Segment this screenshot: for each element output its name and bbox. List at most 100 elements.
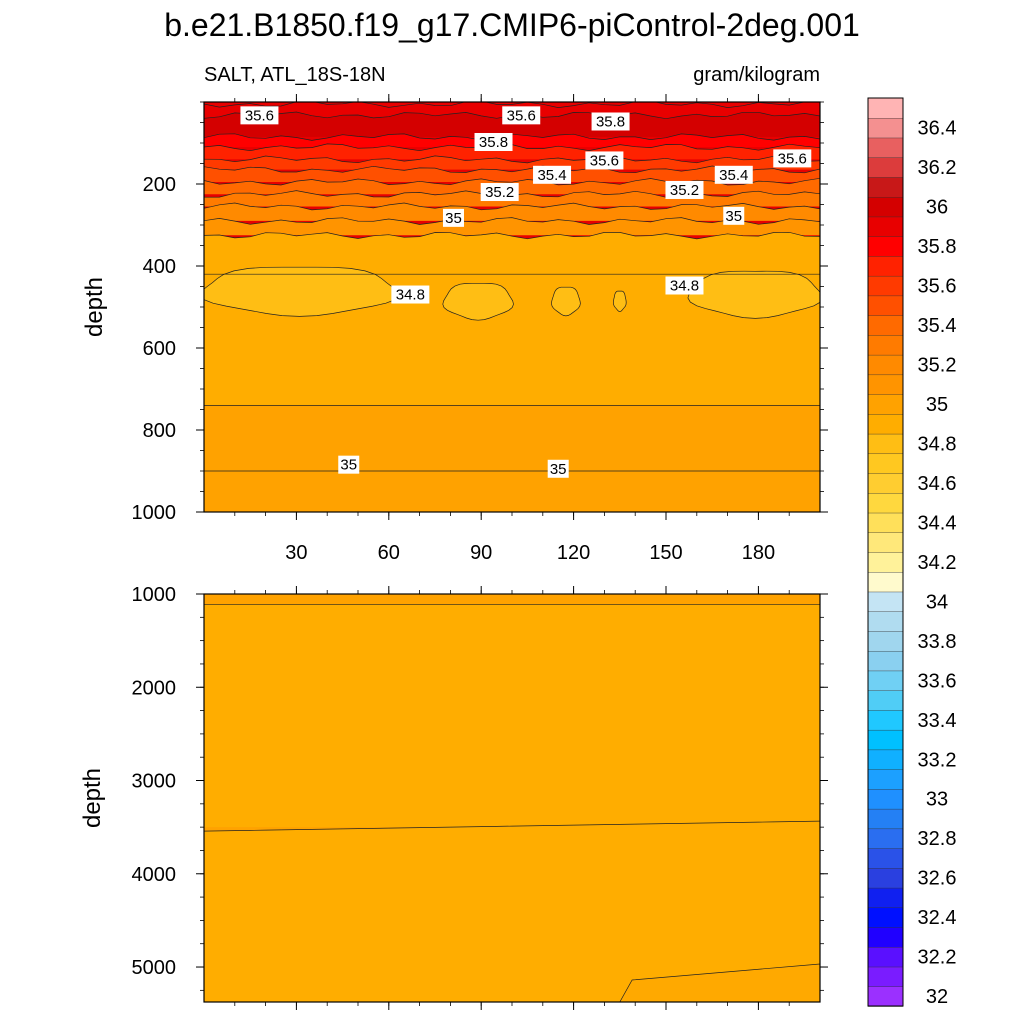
colorbar-swatch (867, 768, 904, 790)
contour-band (204, 594, 820, 605)
colorbar-swatch (867, 630, 904, 652)
contour-label-box (338, 455, 360, 474)
contour-label-box (585, 151, 624, 170)
contour-label-text: 35.4 (537, 167, 566, 184)
colorbar-swatch (867, 334, 904, 356)
x-tick-label: 150 (649, 542, 682, 564)
contour-band (204, 471, 820, 512)
contour-label-box (502, 106, 541, 125)
contour-label-box (442, 208, 464, 227)
colorbar-swatch (867, 828, 904, 849)
contour-label: 35.6 (773, 149, 812, 168)
contour-line (204, 820, 820, 832)
contour-label-text: 35.2 (670, 182, 699, 199)
colorbar: 32 32.2 32.4 32.6 32.8 33 33.2 33.4 33.6 33.8 34 34… (867, 97, 957, 1008)
contour-label-text: 35 (340, 457, 357, 474)
colorbar-label: 33.2 (918, 749, 957, 771)
contour-band (204, 232, 820, 275)
colorbar-swatch (867, 453, 904, 474)
colorbar-label: 36.2 (918, 157, 957, 179)
contour-line (204, 155, 820, 164)
contour-label: 35.4 (533, 165, 572, 184)
colorbar-label: 36 (926, 197, 948, 219)
colorbar-label: 35.4 (918, 315, 957, 337)
contour-band (204, 604, 820, 828)
contour-label: 35 (442, 208, 464, 227)
contour-band (204, 112, 820, 137)
colorbar-swatch (867, 986, 904, 1007)
colorbar-label: 33.6 (918, 670, 957, 692)
contour-label-text: 35.6 (778, 150, 807, 167)
colorbar-label: 35.6 (918, 276, 957, 298)
contour-label-box (240, 106, 279, 125)
contour-label-box (714, 165, 753, 184)
contour-label: 35.8 (474, 133, 513, 151)
colorbar-swatch (867, 670, 904, 691)
colorbar-label: 34 (926, 591, 948, 613)
contour-line (204, 202, 820, 211)
colorbar-label: 34.6 (918, 473, 957, 495)
contour-label-text: 35 (445, 210, 462, 227)
colorbar-swatch (867, 847, 904, 869)
colorbar-swatch (867, 512, 904, 533)
contour-label: 35 (547, 459, 569, 478)
colorbar-swatch (867, 887, 904, 909)
contour-label: 35.6 (502, 106, 541, 125)
contour-band (204, 166, 820, 182)
colorbar-label: 32.8 (918, 828, 957, 850)
contour-label-box (773, 149, 812, 168)
contour-label: 35.8 (591, 112, 630, 131)
x-tick-label: 120 (557, 542, 590, 564)
contour-label-box (533, 165, 572, 184)
contour-band (204, 143, 820, 160)
contour-label-text: 35.6 (245, 107, 274, 124)
contour-label-box (591, 112, 630, 131)
colorbar-swatch (867, 295, 904, 316)
colorbar-swatch (867, 650, 904, 672)
colorbar-swatch (867, 137, 904, 158)
contour-lobe (551, 286, 581, 317)
colorbar-swatch (867, 532, 904, 553)
lower-contour-fill (204, 594, 820, 1002)
colorbar-swatch (867, 591, 904, 612)
contour-label: 35.6 (585, 151, 624, 170)
contour-lobe (204, 266, 400, 317)
contour-line (204, 231, 820, 240)
contour-band (204, 821, 820, 1002)
chart-title: b.e21.B1850.f19_g17.CMIP6-piControl-2deg… (164, 7, 860, 43)
upper-ylabel: depth (81, 277, 108, 337)
y-tick-label: 5000 (132, 957, 177, 979)
contour-label-box (480, 183, 519, 202)
colorbar-swatch (867, 788, 904, 810)
contour-band (204, 155, 820, 170)
colorbar-swatch (867, 374, 904, 395)
colorbar-swatch (867, 571, 904, 593)
colorbar-swatch (867, 176, 904, 198)
y-tick-label: 1000 (132, 584, 177, 606)
lower-panel: 1000 2000 3000 4000 5000 depth (79, 584, 828, 1010)
colorbar-swatch (867, 354, 904, 376)
contour-label-box (474, 133, 513, 151)
contour-label-box (723, 206, 745, 225)
lower-contour-lines (204, 594, 820, 832)
upper-panel: 35.6 35.6 35.8 35.8 35.6 35.4 35.6 35.4 35.2 35.2… (81, 94, 828, 564)
colorbar-swatch (867, 314, 904, 336)
contour-label-text: 35.8 (596, 114, 625, 131)
contour-wedge (619, 963, 820, 1002)
upper-contour-fill (204, 102, 820, 512)
colorbar-label: 34.8 (918, 433, 957, 455)
y-tick-label: 800 (143, 420, 176, 442)
colorbar-swatch (867, 275, 904, 297)
contour-label-text: 34.8 (396, 287, 425, 304)
colorbar-swatch (867, 472, 904, 494)
colorbar-label: 32.4 (918, 907, 957, 929)
contour-line (204, 102, 808, 108)
colorbar-swatch (867, 393, 904, 415)
colorbar-swatch (867, 117, 904, 139)
upper-contour-labels: 35.6 35.6 35.8 35.8 35.6 35.4 35.6 35.4 35.2 35.2… (240, 106, 812, 478)
colorbar-swatch (867, 97, 904, 119)
contour-label-text: 35.6 (590, 152, 619, 169)
contour-label-box (547, 459, 569, 478)
contour-label-box (665, 276, 704, 295)
y-tick-label: 400 (143, 256, 176, 278)
